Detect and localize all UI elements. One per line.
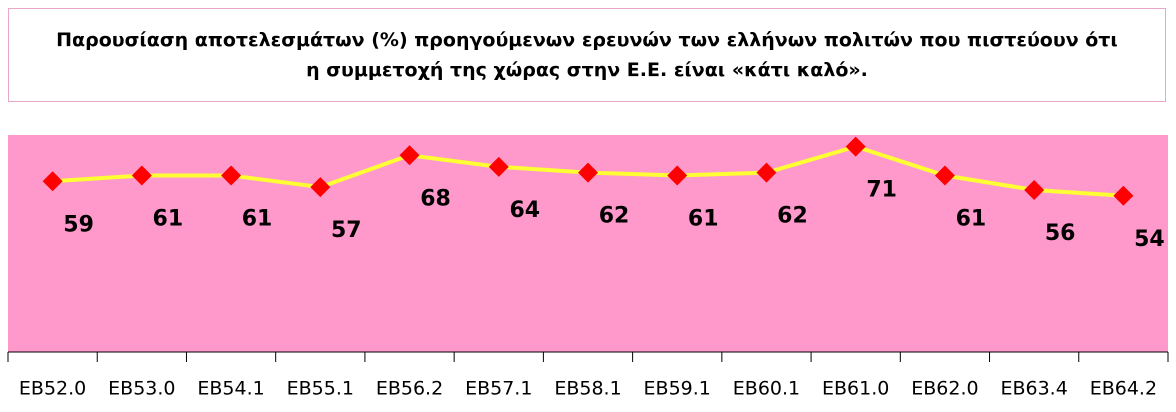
data-label: 62 xyxy=(599,204,630,229)
marker xyxy=(578,162,598,183)
marker xyxy=(42,171,63,192)
data-label: 56 xyxy=(1045,221,1076,246)
data-label: 61 xyxy=(688,207,719,232)
data-label: 64 xyxy=(509,198,540,223)
x-tick-label: EB59.1 xyxy=(644,378,711,400)
marker xyxy=(310,177,331,198)
marker xyxy=(756,162,777,183)
x-tick-label: EB55.1 xyxy=(287,378,354,400)
data-label: 62 xyxy=(777,204,808,229)
x-tick-label: EB57.1 xyxy=(465,378,532,400)
x-tick-label: EB61.0 xyxy=(822,378,889,400)
marker xyxy=(488,156,509,177)
data-label: 54 xyxy=(1134,227,1165,252)
x-tick-label: EB56.2 xyxy=(376,378,443,400)
marker xyxy=(1113,185,1134,206)
chart-title: Παρουσίαση αποτελεσμάτων (%) προηγούμενω… xyxy=(8,8,1166,102)
x-tick-label: EB63.4 xyxy=(1000,378,1067,400)
x-tick-label: EB52.0 xyxy=(19,378,86,400)
marker xyxy=(667,165,688,186)
marker xyxy=(221,165,242,186)
marker xyxy=(131,165,152,186)
x-tick-label: EB53.0 xyxy=(108,378,175,400)
data-label: 59 xyxy=(63,212,94,237)
marker xyxy=(399,145,420,166)
marker xyxy=(845,136,866,157)
x-tick-label: EB62.0 xyxy=(911,378,978,400)
x-tick-label: EB64.2 xyxy=(1090,378,1157,400)
data-label: 61 xyxy=(956,207,987,232)
x-tick-label: EB60.1 xyxy=(733,378,800,400)
data-label: 57 xyxy=(331,218,362,243)
marker xyxy=(934,165,955,186)
data-label: 71 xyxy=(866,178,897,203)
data-label: 61 xyxy=(153,207,184,232)
data-label: 61 xyxy=(242,207,273,232)
data-label: 68 xyxy=(420,186,451,211)
x-tick-label: EB58.1 xyxy=(554,378,621,400)
x-tick-label: EB54.1 xyxy=(197,378,264,400)
marker xyxy=(1024,179,1045,200)
